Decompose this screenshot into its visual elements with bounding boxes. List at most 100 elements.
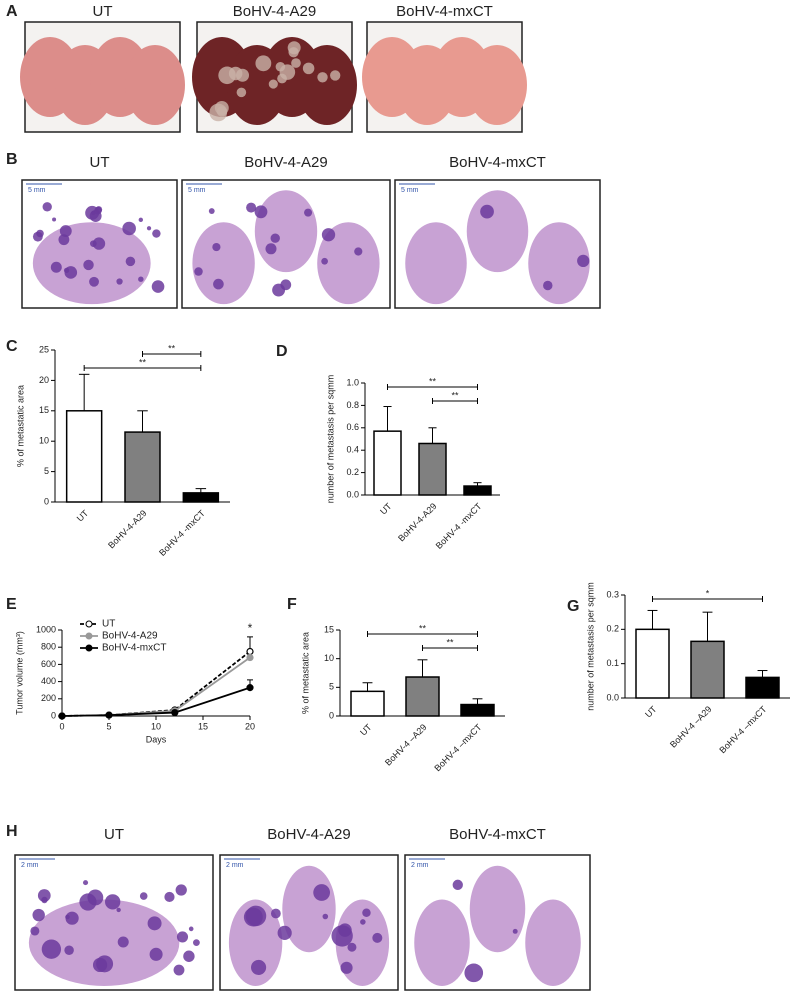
panel-letter: F	[287, 596, 297, 613]
tissue	[228, 899, 283, 986]
bar	[418, 442, 447, 496]
image: 5 mm	[394, 179, 601, 309]
point	[246, 653, 254, 662]
series-line	[61, 656, 251, 717]
metastasis	[79, 893, 97, 911]
metastasis	[65, 914, 70, 920]
y-axis-label: % of metastatic area	[300, 632, 310, 714]
tissue	[405, 222, 467, 305]
metastasis	[254, 205, 268, 219]
y-tick-label: 1.0	[346, 377, 359, 387]
nodule	[279, 64, 296, 80]
metastasis	[41, 939, 62, 959]
y-tick-label: 20	[39, 375, 49, 385]
image-label: UT	[93, 3, 113, 20]
metastasis	[208, 208, 215, 214]
metastasis	[321, 228, 336, 242]
bar	[745, 676, 780, 699]
metastasis	[347, 942, 357, 952]
metastasis	[480, 204, 494, 219]
x-tick-label: 15	[198, 721, 208, 731]
legend-label: BoHV-4-A29	[102, 631, 158, 642]
point	[246, 647, 254, 656]
metastasis	[152, 229, 161, 238]
scale-label: 5 mm	[188, 187, 206, 194]
significance-label: *	[706, 588, 710, 598]
x-axis-label: Days	[146, 734, 167, 744]
scale-label: 5 mm	[401, 187, 419, 194]
tissue	[282, 865, 336, 953]
y-tick-label: 10	[39, 436, 49, 446]
bar	[635, 628, 670, 699]
nodule	[268, 79, 278, 89]
metastasis	[577, 254, 590, 268]
nodule	[228, 66, 243, 81]
image-label: BoHV-4-A29	[233, 3, 316, 20]
y-tick-label: 0.2	[606, 624, 619, 634]
x-tick-label: BoHV-4 -mxCT	[434, 501, 484, 551]
metastasis	[164, 891, 175, 903]
metastasis	[176, 931, 189, 943]
metastasis	[125, 256, 136, 267]
tissue	[467, 45, 527, 125]
bar	[373, 430, 402, 496]
metastasis	[41, 896, 48, 904]
panel-letter: D	[276, 343, 288, 360]
metastasis	[30, 926, 40, 936]
metastasis	[52, 217, 57, 222]
metastasis	[151, 280, 165, 293]
significance-label: *	[248, 621, 253, 635]
y-tick-label: 5	[329, 682, 334, 692]
metastasis	[149, 947, 163, 961]
y-tick-label: 400	[41, 676, 56, 686]
x-tick-label: BoHV-4 –mxCT	[432, 722, 484, 774]
metastasis	[304, 208, 313, 217]
x-tick-label: 0	[59, 721, 64, 731]
y-tick-label: 600	[41, 659, 56, 669]
metastasis	[272, 283, 286, 297]
metastasis	[122, 221, 136, 236]
metastasis	[246, 202, 257, 213]
legend-marker	[85, 632, 93, 640]
metastasis	[277, 925, 292, 940]
significance-label: **	[419, 623, 427, 633]
tissue	[254, 190, 318, 273]
metastasis	[270, 233, 280, 243]
scale-label: 2 mm	[411, 862, 429, 869]
x-tick-label: BoHV-4 –A29	[668, 704, 714, 750]
significance-label: **	[168, 343, 176, 353]
metastasis	[59, 225, 72, 238]
metastasis	[92, 957, 108, 973]
image: 5 mm	[21, 179, 178, 309]
y-axis-label: number of metastasis per sqmm	[585, 582, 595, 711]
y-tick-label: 0.6	[346, 422, 359, 432]
x-tick-label: 20	[245, 721, 255, 731]
metastasis	[105, 894, 121, 910]
series-line	[61, 650, 251, 717]
x-tick-label: UT	[75, 508, 91, 524]
tissue	[414, 899, 470, 986]
metastasis	[147, 916, 162, 931]
metastasis	[354, 247, 363, 256]
x-tick-label: UT	[358, 722, 374, 738]
y-tick-label: 0	[329, 710, 334, 720]
metastasis	[360, 919, 366, 925]
scale-label: 5 mm	[28, 187, 46, 194]
metastasis	[175, 884, 187, 896]
metastasis	[89, 276, 99, 287]
bar	[182, 492, 220, 503]
x-tick-label: BoHV-4 –A29	[383, 722, 429, 768]
tissue	[469, 865, 526, 953]
tissue	[525, 899, 581, 986]
y-tick-label: 15	[324, 624, 334, 634]
x-tick-label: BoHV-4 -mxCT	[157, 508, 207, 558]
metastasis	[92, 237, 106, 250]
scale-label: 2 mm	[226, 862, 244, 869]
metastasis	[64, 266, 78, 279]
metastasis	[82, 880, 89, 886]
metastasis	[212, 242, 221, 252]
metastasis	[188, 926, 194, 932]
point	[246, 684, 254, 692]
nodule	[288, 47, 299, 58]
y-tick-label: 0.0	[606, 692, 619, 702]
